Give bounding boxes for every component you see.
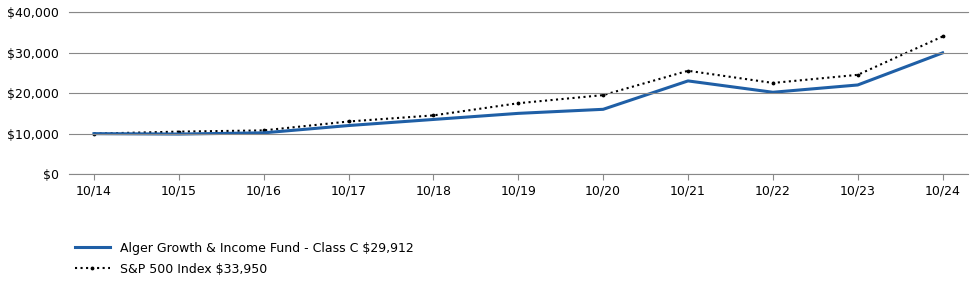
S&P 500 Index $33,950 (682, 69, 694, 72)
Alger Growth & Income Fund - Class C $29,912 (173, 132, 184, 136)
S&P 500 Index $33,950 (428, 114, 440, 117)
S&P 500 Index $33,950 (343, 120, 355, 123)
Line: Alger Growth & Income Fund - Class C $29,912: Alger Growth & Income Fund - Class C $29… (94, 53, 943, 134)
Alger Growth & Income Fund - Class C $29,912 (767, 90, 779, 94)
Alger Growth & Income Fund - Class C $29,912 (852, 83, 864, 87)
Alger Growth & Income Fund - Class C $29,912 (598, 108, 609, 111)
S&P 500 Index $33,950 (513, 101, 525, 105)
S&P 500 Index $33,950 (598, 93, 609, 97)
Alger Growth & Income Fund - Class C $29,912 (428, 118, 440, 121)
Legend: Alger Growth & Income Fund - Class C $29,912, S&P 500 Index $33,950: Alger Growth & Income Fund - Class C $29… (75, 242, 413, 276)
Alger Growth & Income Fund - Class C $29,912 (513, 112, 525, 115)
Alger Growth & Income Fund - Class C $29,912 (343, 124, 355, 127)
S&P 500 Index $33,950 (852, 73, 864, 76)
S&P 500 Index $33,950 (767, 81, 779, 85)
S&P 500 Index $33,950 (173, 130, 184, 133)
S&P 500 Index $33,950 (937, 35, 949, 38)
Alger Growth & Income Fund - Class C $29,912 (682, 79, 694, 83)
Alger Growth & Income Fund - Class C $29,912 (937, 51, 949, 55)
S&P 500 Index $33,950 (257, 129, 269, 132)
Alger Growth & Income Fund - Class C $29,912 (257, 131, 269, 135)
Alger Growth & Income Fund - Class C $29,912 (88, 132, 99, 135)
Line: S&P 500 Index $33,950: S&P 500 Index $33,950 (92, 34, 945, 136)
S&P 500 Index $33,950 (88, 132, 99, 135)
